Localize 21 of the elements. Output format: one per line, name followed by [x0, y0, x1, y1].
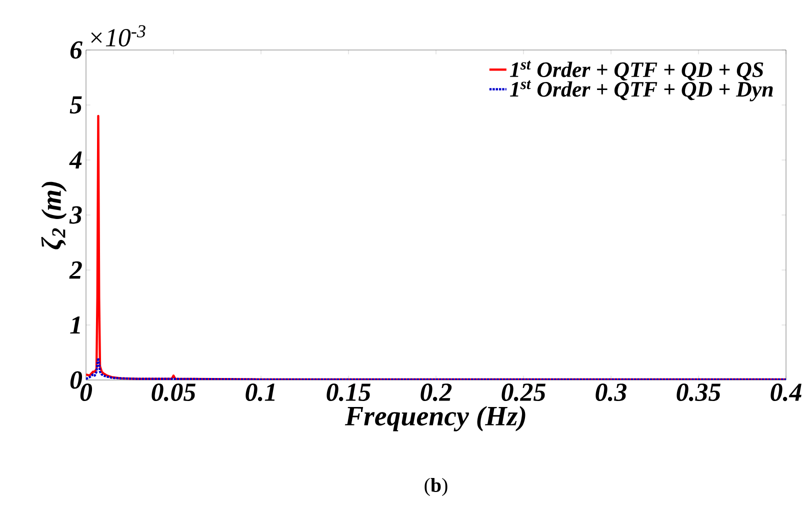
x-tick-label: 0.1 [246, 384, 275, 402]
y-tick-label: 4 [69, 151, 82, 169]
text: (b) [424, 478, 448, 496]
y-tick-label: 3 [69, 206, 82, 224]
x-tick-label: 0.4 [770, 384, 802, 402]
y-tick-label: 5 [70, 96, 82, 114]
y-axis-title: ζ$_{2}$ (m) [41, 182, 67, 250]
legend-label: 1$^{st}$ Order + QTF + QD + QS [510, 60, 764, 80]
x-tick-label: 0.15 [326, 384, 370, 402]
x-tick-label: 0.25 [502, 384, 546, 402]
x-tick-label: 0.05 [152, 384, 196, 402]
y-tick-label: 2 [69, 261, 82, 279]
x-tick-label: 0.3 [596, 384, 626, 402]
x-tick-label: 0.2 [420, 384, 452, 402]
legend-label: 1$^{st}$ Order + QTF + QD + Dyn [510, 80, 773, 102]
x-tick-label: 0.35 [676, 384, 721, 402]
y-tick-label: 1 [70, 316, 80, 334]
x-axis-title: Frequency (Hz) [344, 406, 526, 432]
text: ×10$^{-3}$ [91, 25, 146, 46]
y-tick-label: 0 [70, 371, 82, 389]
y-tick-label: 6 [70, 41, 82, 59]
